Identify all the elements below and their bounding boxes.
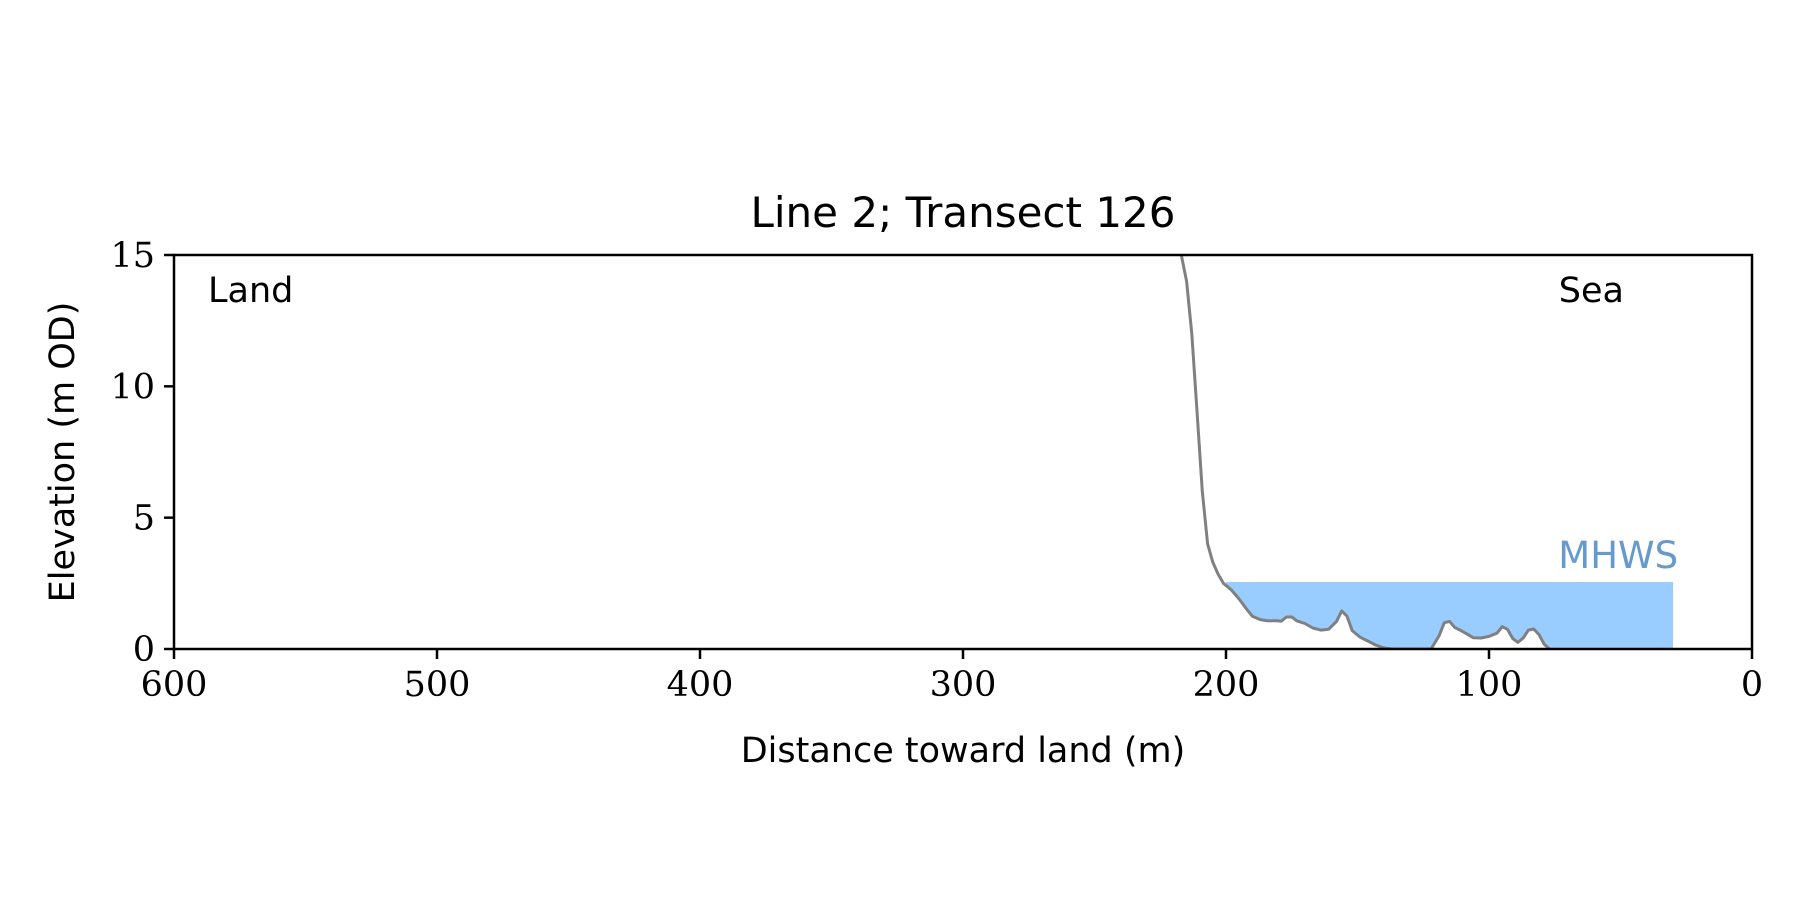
y-tick-label: 15 (110, 236, 155, 276)
y-axis-label: Elevation (m OD) (43, 302, 83, 603)
chart-title: Line 2; Transect 126 (750, 188, 1175, 237)
axis-ticks: 600 500 400 300 200 100 0 0 5 10 15 (110, 236, 1763, 705)
x-tick-label: 300 (930, 665, 997, 705)
mhws-water-area (1226, 582, 1674, 649)
x-tick-label: 100 (1456, 665, 1523, 705)
x-tick-label: 200 (1193, 665, 1260, 705)
land-annotation: Land (208, 271, 293, 311)
y-tick-label: 5 (133, 499, 155, 539)
x-tick-label: 0 (1741, 665, 1763, 705)
plot-area (1179, 255, 1674, 649)
y-tick-label: 10 (110, 367, 155, 407)
elevation-profile-line (1179, 255, 1551, 649)
x-axis-label: Distance toward land (m) (741, 731, 1186, 771)
mhws-label: MHWS (1558, 534, 1678, 577)
x-tick-label: 500 (404, 665, 471, 705)
x-tick-label: 600 (141, 665, 208, 705)
y-tick-label: 0 (133, 630, 155, 670)
x-tick-label: 400 (667, 665, 734, 705)
sea-annotation: Sea (1559, 271, 1624, 311)
